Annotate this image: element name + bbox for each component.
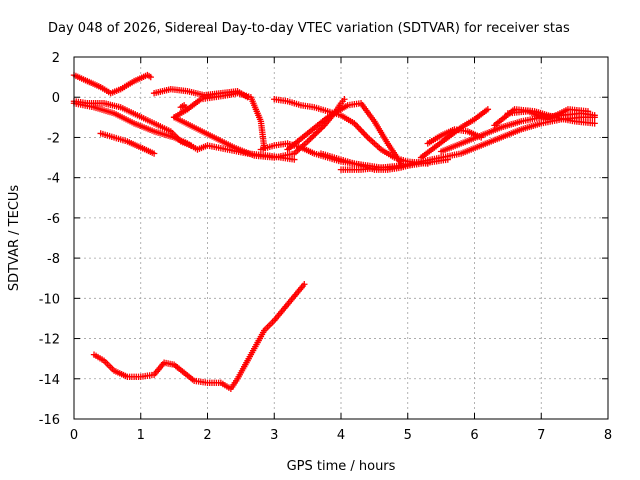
y-axis-title: SDTVAR / TECUs	[7, 185, 22, 292]
series-pass-k	[284, 100, 405, 167]
y-tick-label: -6	[47, 212, 60, 227]
y-tick-label: -12	[39, 333, 60, 348]
x-tick-label: 7	[537, 428, 545, 443]
x-tick-label: 1	[137, 428, 145, 443]
point-marker	[591, 120, 598, 127]
point-marker	[354, 123, 361, 130]
point-marker	[244, 94, 251, 101]
point-marker	[584, 108, 592, 115]
y-tick-label: -16	[39, 413, 60, 428]
point-marker	[358, 127, 365, 135]
y-tick-label: -8	[47, 252, 60, 267]
x-tick-label: 4	[337, 428, 345, 443]
y-tick-label: -4	[47, 172, 60, 187]
point-marker	[360, 129, 367, 136]
series-pass-p	[437, 110, 598, 155]
series-pass-g	[177, 102, 191, 113]
series-pass-r	[504, 106, 592, 123]
series-pass-c	[70, 98, 195, 149]
point-marker	[355, 124, 362, 132]
series-pass-f	[150, 85, 251, 101]
y-tick-label: 2	[52, 51, 60, 66]
point-marker	[291, 156, 298, 163]
point-marker	[484, 106, 492, 113]
series-pass-m	[337, 114, 598, 173]
point-marker	[150, 150, 158, 157]
data-points	[70, 71, 598, 393]
x-tick-label: 8	[604, 428, 612, 443]
x-tick-label: 5	[404, 428, 412, 443]
x-tick-label: 2	[203, 428, 211, 443]
point-marker	[187, 142, 195, 149]
x-tick-label: 6	[470, 428, 478, 443]
point-marker	[307, 135, 314, 142]
point-marker	[341, 96, 348, 103]
y-tick-label: 0	[52, 91, 60, 106]
point-marker	[361, 131, 368, 138]
x-axis-title: GPS time / hours	[287, 459, 396, 474]
point-marker	[357, 126, 364, 133]
x-tick-label: 3	[270, 428, 278, 443]
plot-frame	[73, 56, 609, 420]
point-marker	[301, 281, 308, 288]
series-pass-a	[70, 71, 154, 97]
series-pass-d	[97, 130, 158, 157]
chart-title: Day 048 of 2026, Sidereal Day-to-day VTE…	[48, 21, 570, 36]
y-tick-label: -2	[47, 131, 60, 146]
y-tick-label: -10	[39, 292, 60, 307]
point-marker	[305, 136, 313, 144]
point-marker	[184, 106, 191, 113]
series-pass-i	[271, 96, 431, 167]
series-pass-s	[90, 281, 308, 393]
point-marker	[363, 132, 370, 140]
x-tick-label: 0	[70, 428, 78, 443]
y-tick-label: -14	[39, 373, 60, 388]
point-marker	[591, 112, 598, 119]
point-marker	[147, 73, 154, 81]
